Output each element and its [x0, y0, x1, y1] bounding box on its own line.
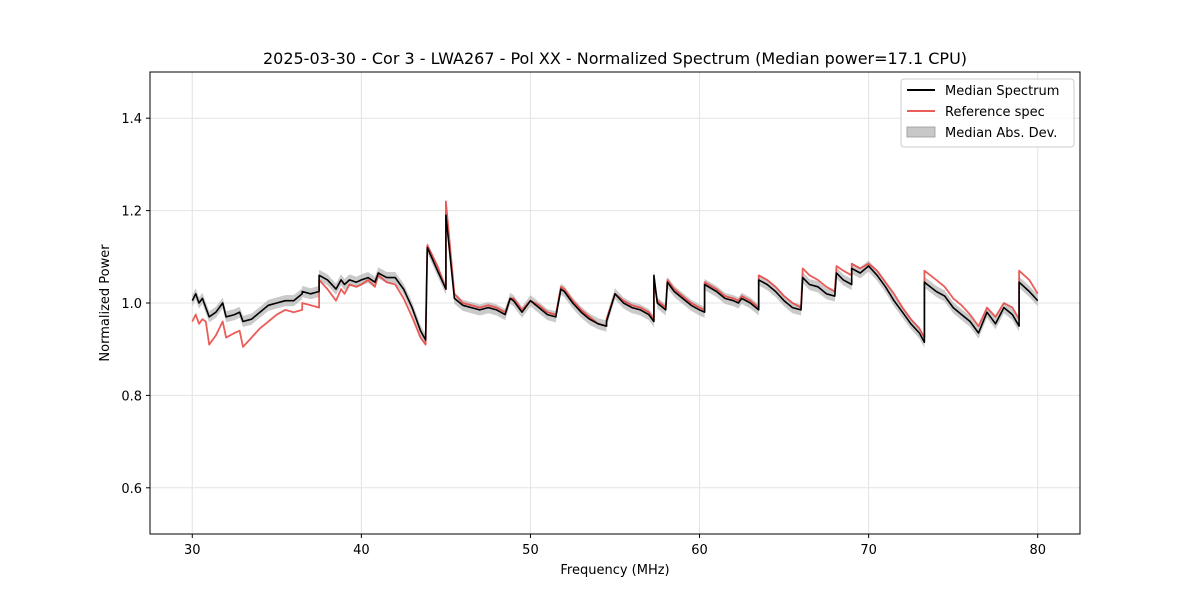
legend-mad-label: Median Abs. Dev. [945, 126, 1057, 141]
x-axis-label: Frequency (MHz) [560, 563, 669, 578]
x-tick-label: 70 [860, 543, 877, 558]
chart-title: 2025-03-30 - Cor 3 - LWA267 - Pol XX - N… [263, 49, 967, 68]
y-tick-label: 1.2 [121, 205, 142, 220]
legend-mad-swatch [906, 126, 936, 138]
series-layer [191, 200, 1039, 348]
x-tick-label: 40 [353, 543, 370, 558]
legend: Median Spectrum Reference spec Median Ab… [900, 78, 1075, 148]
mad-band-layer [192, 209, 1038, 348]
x-tick-label: 50 [522, 543, 539, 558]
y-tick-label: 1.0 [121, 297, 142, 312]
median-spectrum-line [191, 214, 1039, 344]
legend-box [900, 78, 1075, 148]
x-tick-label: 30 [184, 543, 201, 558]
y-tick-label: 1.4 [121, 112, 142, 127]
y-tick-label: 0.8 [121, 389, 142, 404]
x-axis-ticks: 30 40 50 60 70 80 [184, 534, 1046, 558]
y-tick-label: 0.6 [121, 482, 142, 497]
x-tick-label: 80 [1029, 543, 1046, 558]
legend-median-label: Median Spectrum [945, 84, 1059, 99]
legend-reference-label: Reference spec [945, 105, 1045, 120]
mad-band [192, 209, 1038, 348]
x-tick-label: 60 [691, 543, 708, 558]
y-axis-ticks: 0.6 0.8 1.0 1.2 1.4 [121, 112, 150, 497]
y-axis-label: Normalized Power [98, 244, 113, 362]
